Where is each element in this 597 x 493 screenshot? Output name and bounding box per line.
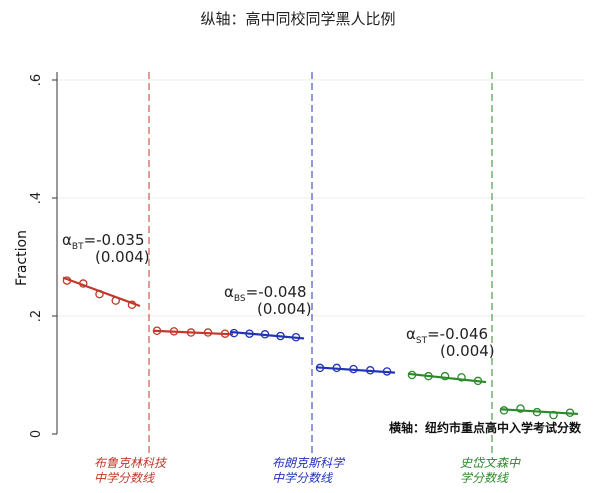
data-point (457, 373, 466, 382)
fit-line (152, 329, 234, 336)
annotation-bs: αBS=-0.048 (0.004) (224, 283, 312, 318)
x-axis-note: 横轴：纽约市重点高中入学考试分数 (389, 420, 582, 435)
cutoff-label-bronx-science: 布朗克斯科学 中学分数线 (272, 456, 346, 485)
svg-text:αBT=-0.035: αBT=-0.035 (62, 231, 145, 252)
svg-text:学分数线: 学分数线 (460, 471, 509, 485)
data-point (315, 363, 325, 373)
svg-text:史岱文森中: 史岱文森中 (460, 456, 521, 470)
data-series (62, 276, 579, 420)
data-point (260, 330, 270, 339)
data-point (95, 289, 104, 299)
standard-error: (0.004) (257, 300, 312, 318)
data-point (532, 407, 542, 417)
data-point (62, 276, 72, 285)
data-point (79, 279, 88, 288)
alpha-symbol: α (224, 283, 234, 301)
alpha-symbol: α (62, 231, 72, 249)
chart-title: 纵轴：高中同校同学黑人比例 (200, 10, 395, 28)
data-point (440, 371, 450, 381)
data-point (382, 367, 392, 376)
coefficient: =-0.048 (246, 283, 307, 301)
alpha-subscript: BS (234, 294, 246, 304)
data-point (499, 406, 509, 415)
data-point (473, 376, 483, 386)
gridlines (57, 79, 585, 317)
data-point (111, 296, 121, 305)
data-point (169, 327, 179, 336)
fit-line (407, 372, 487, 384)
data-point (424, 371, 433, 381)
fit-line (229, 330, 305, 340)
data-point (245, 329, 254, 338)
data-point (565, 408, 575, 418)
data-point (203, 328, 213, 337)
data-point (549, 410, 558, 420)
data-point (407, 370, 417, 380)
data-point (365, 366, 375, 375)
y-tick-label: .4 (29, 192, 44, 204)
svg-text:中学分数线: 中学分数线 (94, 471, 155, 485)
svg-text:布鲁克林科技: 布鲁克林科技 (94, 456, 168, 470)
y-axis-label: Fraction (14, 230, 30, 286)
alpha-subscript: BT (72, 242, 84, 252)
cutoff-lines (148, 72, 493, 455)
data-point (332, 363, 341, 373)
cutoff-label-brooklyn-tech: 布鲁克林科技 中学分数线 (94, 456, 168, 485)
coefficient: =-0.046 (427, 325, 488, 343)
alpha-subscript: ST (416, 336, 428, 346)
annotation-st: αST=-0.046 (0.004) (406, 325, 495, 360)
data-point (516, 404, 525, 413)
data-point (220, 329, 230, 338)
data-point (152, 326, 162, 335)
standard-error: (0.004) (440, 342, 495, 360)
svg-text:布朗克斯科学: 布朗克斯科学 (272, 456, 346, 470)
data-point (186, 328, 196, 337)
svg-text:αBS=-0.048: αBS=-0.048 (224, 283, 307, 304)
y-tick-label: .6 (29, 74, 44, 86)
data-point (127, 300, 137, 310)
data-point (291, 332, 301, 342)
fit-line (315, 366, 396, 374)
data-point (276, 331, 285, 341)
y-tick-label: 0 (29, 430, 44, 438)
annotation-bt: αBT=-0.035 (0.004) (62, 231, 150, 266)
coefficient: =-0.035 (84, 231, 145, 249)
alpha-symbol: α (406, 325, 416, 343)
svg-text:中学分数线: 中学分数线 (272, 471, 333, 485)
standard-error: (0.004) (95, 248, 150, 266)
data-point (349, 364, 358, 374)
y-axis: 0 .2 .4 .6 (29, 72, 58, 438)
svg-text:αST=-0.046: αST=-0.046 (406, 325, 488, 346)
fit-line (62, 276, 141, 308)
y-tick-label: .2 (29, 310, 44, 322)
data-point (229, 328, 239, 338)
fit-line (499, 408, 579, 416)
cutoff-label-stuyvesant: 史岱文森中 学分数线 (460, 456, 521, 485)
